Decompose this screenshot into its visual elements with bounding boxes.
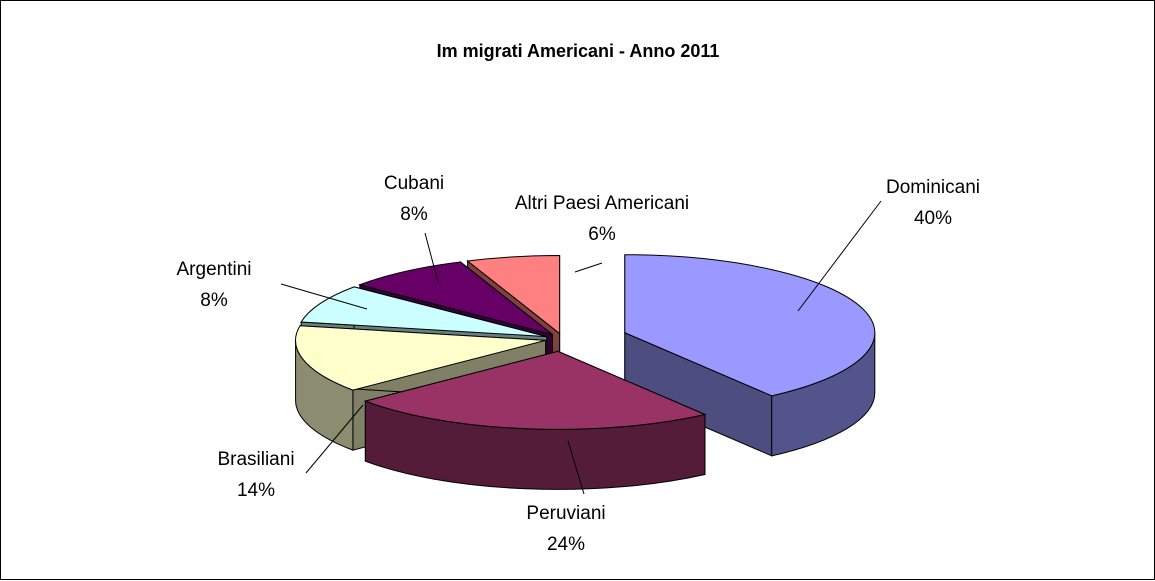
data-labels: Dominicani 40% Peruviani 24% Brasiliani 14% Ar…: [177, 173, 980, 555]
leader-line-dominicani: [797, 200, 882, 312]
chart-title: Im migrati Americani - Anno 2011: [437, 41, 720, 61]
slice-top-altri-paesi-americani: [466, 254, 561, 335]
label-value-peruviani: 24%: [547, 534, 585, 555]
label-value-dominicani: 40%: [914, 208, 952, 229]
label-name-dominicani: Dominicani: [886, 177, 980, 198]
label-value-argentini: 8%: [200, 290, 228, 311]
leader-lines: [280, 200, 882, 495]
label-name-argentini: Argentini: [177, 259, 252, 280]
leader-line-altri-paesi-americani: [574, 262, 603, 273]
label-name-brasiliani: Brasiliani: [217, 449, 294, 470]
pie-tops: [295, 254, 876, 430]
slice-top-brasiliani: [295, 325, 546, 391]
label-value-brasiliani: 14%: [237, 480, 275, 501]
label-name-cubani: Cubani: [384, 173, 444, 194]
slice-top-argentini: [300, 286, 547, 338]
leader-line-cubani: [424, 232, 439, 283]
label-value-altri-paesi-americani: 6%: [588, 224, 616, 245]
leader-line-brasiliani: [305, 404, 364, 474]
label-name-altri-paesi-americani: Altri Paesi Americani: [515, 193, 689, 214]
slice-top-cubani: [358, 261, 553, 335]
slice-top-peruviani: [363, 350, 707, 430]
slice-top-dominicani: [624, 254, 876, 397]
label-value-cubani: 8%: [400, 204, 428, 225]
leader-line-argentini: [280, 283, 368, 310]
leader-line-peruviani: [567, 440, 585, 495]
label-name-peruviani: Peruviani: [526, 503, 605, 524]
